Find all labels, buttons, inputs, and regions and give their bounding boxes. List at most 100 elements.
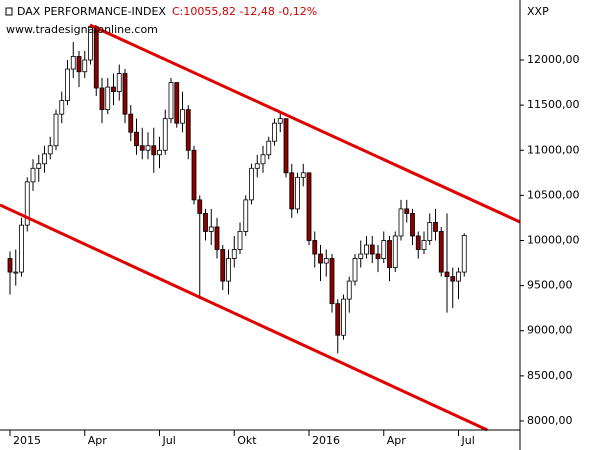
x-tick-label: Okt (237, 434, 257, 447)
candle-body (174, 82, 180, 124)
plot-area (0, 23, 521, 432)
candle-body (226, 258, 231, 282)
candle-body (461, 235, 467, 273)
candle-body (157, 149, 162, 156)
candle-body (145, 145, 151, 151)
candle-body (185, 109, 191, 151)
candle-body (7, 258, 13, 273)
candle-body (59, 100, 65, 115)
x-tick-label: Jul (162, 434, 176, 447)
candle-body (427, 222, 433, 241)
y-tick-label: 10000,00 (527, 233, 580, 246)
quote: C:10055,82 -12,48 -0,12% (172, 5, 317, 18)
candle-body (116, 73, 122, 92)
candle-body (30, 167, 36, 183)
candle-body (65, 68, 70, 102)
candle-body (444, 271, 450, 277)
candle-body (306, 172, 312, 241)
candle-body (289, 172, 295, 210)
x-tick-label: 2016 (312, 434, 340, 447)
candle-body (47, 145, 53, 155)
candle-body (450, 276, 456, 282)
candle-body (237, 231, 243, 250)
candle-body (398, 208, 404, 237)
candle-body (375, 253, 381, 259)
candle-body (352, 258, 358, 282)
candle-body (122, 73, 128, 115)
candle-body (231, 249, 237, 259)
icon (5, 7, 13, 16)
candle-body (208, 226, 214, 232)
candle-body (42, 153, 47, 165)
candle-body (335, 303, 341, 336)
x-tick-label: Apr (387, 434, 407, 447)
candle-body (404, 208, 410, 214)
candle-body (346, 280, 352, 300)
candle-body (151, 145, 157, 156)
candle-body (105, 86, 111, 111)
candle-body (128, 113, 134, 133)
candle-body (260, 154, 266, 165)
y-tick-label: 8000,00 (527, 414, 573, 427)
y-tick-label: 12000,00 (527, 53, 580, 66)
y-tick-label: 10500,00 (527, 188, 580, 201)
candle-body (266, 140, 272, 156)
y-tick-label: 9000,00 (527, 324, 573, 337)
candle-body (139, 145, 145, 151)
candle-body (24, 181, 30, 226)
candle-body (387, 240, 392, 268)
candle-body (70, 56, 76, 70)
subtitle: www.tradesignalonline.com (6, 23, 158, 36)
candle-body (220, 249, 226, 282)
candle-body (134, 131, 139, 147)
candle-body (323, 258, 329, 264)
candle-body (392, 235, 398, 268)
candle-body (214, 226, 220, 250)
candle-body (243, 199, 249, 232)
candle-body (433, 222, 438, 232)
candle-body (381, 240, 387, 259)
candle-body (254, 163, 260, 169)
axis-label: XXP (527, 5, 549, 18)
candle-body (341, 298, 346, 336)
candle-body (36, 163, 42, 169)
y-tick-label: 9500,00 (527, 279, 573, 292)
candle-body (295, 176, 300, 210)
candle-body (197, 199, 203, 214)
candle-body (415, 235, 421, 250)
candle-body (312, 240, 318, 255)
candle-body (318, 253, 323, 264)
candle-body (283, 118, 289, 174)
candle-body (111, 86, 116, 92)
candle-body (277, 118, 283, 124)
candle-body (300, 172, 306, 178)
candle-body (13, 271, 19, 274)
candle-body (82, 59, 88, 73)
y-tick-label: 11000,00 (527, 143, 580, 156)
y-tick-label: 8500,00 (527, 369, 573, 382)
candle-body (53, 113, 59, 147)
candle-body (364, 244, 369, 255)
x-tick-label: Jul (461, 434, 475, 447)
trendline (0, 203, 488, 432)
candle-body (249, 167, 254, 201)
candle-body (272, 122, 277, 142)
x-tick-label: Apr (88, 434, 108, 447)
candle-body (191, 149, 197, 201)
chart-title: DAX PERFORMANCE-INDEX (17, 5, 166, 18)
candle-body (410, 213, 415, 237)
candle-body (369, 244, 375, 255)
candle-body (168, 82, 174, 120)
candle-body (99, 87, 105, 111)
candle-body (456, 271, 461, 282)
candle-body (76, 56, 82, 73)
y-tick-label: 11500,00 (527, 98, 580, 111)
x-tick-label: 2015 (13, 434, 41, 447)
candle-body (162, 118, 168, 151)
candle-body (329, 258, 335, 305)
candle-body (438, 231, 444, 273)
candle-body (358, 253, 364, 259)
